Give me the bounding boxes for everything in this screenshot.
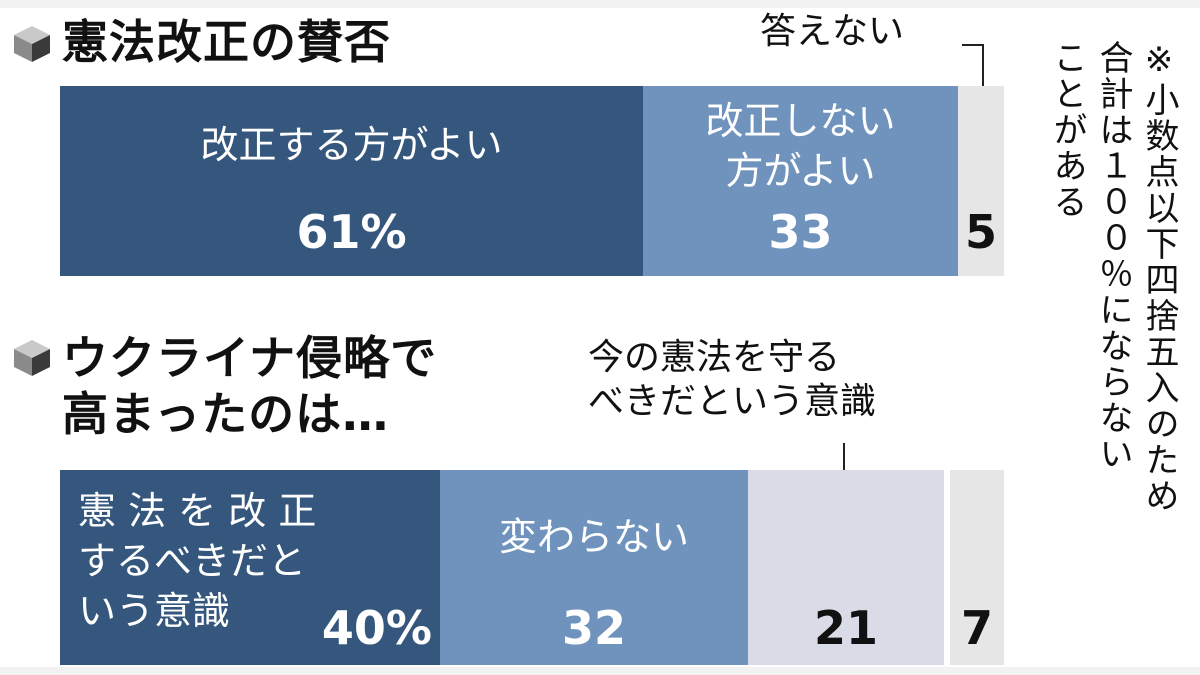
cube-icon bbox=[14, 340, 50, 376]
chart1-segment-amend-value: 61% bbox=[296, 205, 407, 259]
chart1-segment-amend: 改正する方がよい 61% bbox=[60, 86, 643, 276]
bottom-stripe bbox=[0, 667, 1200, 675]
chart2-segment-amend-label: 憲 法 を 改 正 するべきだと いう意識 bbox=[78, 489, 317, 633]
chart1-segment-no-amend-value: 33 bbox=[768, 205, 833, 259]
cube-icon bbox=[14, 26, 50, 62]
chart1-title: 憲法改正の賛否 bbox=[62, 15, 391, 69]
rounding-footnote: ※小数点以下四捨五入のため 合計は１００％にならない ことがある bbox=[1047, 40, 1179, 514]
chart2-stacked-bar: 憲 法 を 改 正 するべきだと いう意識 40% 変わらない 32 21 7 bbox=[60, 470, 1004, 665]
chart2-protect-label: 今の憲法を守る べきだという意識 bbox=[588, 337, 877, 422]
chart1-segment-no-amend: 改正しない 方がよい 33 bbox=[643, 86, 958, 276]
chart1-leader-v bbox=[982, 44, 984, 90]
chart1-segment-no-amend-label: 改正しない 方がよい bbox=[705, 99, 896, 193]
chart2-title: ウクライナ侵略で 高まったのは… bbox=[62, 331, 438, 441]
chart1-stacked-bar: 改正する方がよい 61% 改正しない 方がよい 33 5 bbox=[60, 86, 1004, 276]
chart1-segment-amend-label: 改正する方がよい bbox=[200, 123, 503, 167]
chart2-segment-other: 7 bbox=[944, 470, 1004, 665]
chart1-segment-no-answer-value: 5 bbox=[964, 205, 997, 259]
top-stripe bbox=[0, 0, 1200, 8]
chart1-segment-no-answer: 5 bbox=[958, 86, 1004, 276]
chart2-segment-unchanged: 変わらない 32 bbox=[440, 470, 748, 665]
chart2-segment-protect: 21 bbox=[748, 470, 944, 665]
chart2-segment-unchanged-value: 32 bbox=[561, 601, 626, 655]
chart2-segment-other-value: 7 bbox=[960, 601, 993, 655]
chart2-segment-protect-value: 21 bbox=[813, 601, 878, 655]
chart2-segment-amend: 憲 法 を 改 正 するべきだと いう意識 40% bbox=[60, 470, 440, 665]
chart1-no-answer-label: 答えない bbox=[760, 11, 905, 52]
chart2-leader-v bbox=[843, 443, 845, 489]
chart1-leader-h bbox=[962, 44, 984, 46]
chart2-segment-amend-value: 40% bbox=[321, 601, 432, 655]
chart2-segment-unchanged-label: 変わらない bbox=[498, 515, 689, 559]
